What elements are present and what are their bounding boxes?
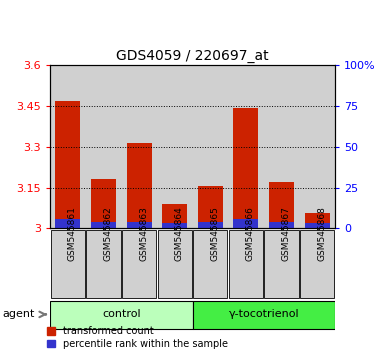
- Bar: [269, 182, 294, 228]
- Bar: [228, 65, 264, 228]
- Bar: [85, 65, 121, 228]
- Bar: [55, 101, 80, 228]
- Text: GSM545867: GSM545867: [281, 206, 291, 262]
- FancyBboxPatch shape: [122, 230, 156, 298]
- Bar: [198, 222, 223, 228]
- Text: agent: agent: [2, 309, 34, 319]
- FancyBboxPatch shape: [192, 301, 335, 329]
- Bar: [157, 65, 192, 228]
- Bar: [192, 65, 228, 228]
- FancyBboxPatch shape: [157, 230, 192, 298]
- Text: GSM545868: GSM545868: [317, 206, 326, 262]
- Text: GSM545863: GSM545863: [139, 206, 148, 262]
- Legend: transformed count, percentile rank within the sample: transformed count, percentile rank withi…: [47, 326, 228, 349]
- FancyBboxPatch shape: [264, 230, 299, 298]
- FancyBboxPatch shape: [300, 230, 334, 298]
- Text: GSM545862: GSM545862: [104, 207, 112, 261]
- FancyBboxPatch shape: [86, 230, 121, 298]
- Title: GDS4059 / 220697_at: GDS4059 / 220697_at: [116, 49, 269, 63]
- Text: γ-tocotrienol: γ-tocotrienol: [228, 309, 299, 319]
- Bar: [269, 222, 294, 228]
- Bar: [50, 65, 85, 228]
- Bar: [305, 213, 330, 228]
- Bar: [305, 223, 330, 228]
- Bar: [91, 222, 116, 228]
- Bar: [264, 65, 300, 228]
- Bar: [162, 223, 187, 228]
- Bar: [55, 219, 80, 228]
- FancyBboxPatch shape: [229, 230, 263, 298]
- Text: GSM545861: GSM545861: [68, 206, 77, 262]
- FancyBboxPatch shape: [193, 230, 228, 298]
- Text: GSM545866: GSM545866: [246, 206, 255, 262]
- Bar: [127, 222, 152, 228]
- Bar: [121, 65, 157, 228]
- FancyBboxPatch shape: [51, 230, 85, 298]
- Bar: [162, 204, 187, 228]
- Text: GSM545865: GSM545865: [210, 206, 219, 262]
- Bar: [127, 143, 152, 228]
- Text: GSM545864: GSM545864: [175, 207, 184, 261]
- Bar: [233, 108, 258, 228]
- Bar: [300, 65, 335, 228]
- Bar: [233, 219, 258, 228]
- Bar: [198, 186, 223, 228]
- Bar: [91, 179, 116, 228]
- FancyBboxPatch shape: [50, 301, 192, 329]
- Text: control: control: [102, 309, 141, 319]
